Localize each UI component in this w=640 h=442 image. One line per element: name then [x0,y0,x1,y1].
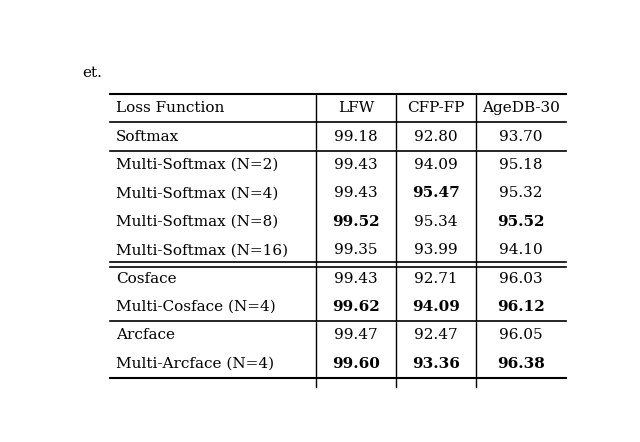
Text: Loss Function: Loss Function [116,101,224,115]
Text: 99.47: 99.47 [334,328,378,343]
Text: 96.05: 96.05 [499,328,543,343]
Text: 93.36: 93.36 [412,357,460,371]
Text: 96.12: 96.12 [497,300,545,314]
Text: 92.80: 92.80 [414,130,458,144]
Text: 94.09: 94.09 [412,300,460,314]
Text: Multi-Arcface (N=4): Multi-Arcface (N=4) [116,357,274,371]
Text: 99.43: 99.43 [334,158,378,172]
Text: 99.35: 99.35 [334,243,378,257]
Text: 96.38: 96.38 [497,357,545,371]
Text: 95.32: 95.32 [499,187,543,200]
Text: AgeDB-30: AgeDB-30 [482,101,560,115]
Text: 94.09: 94.09 [414,158,458,172]
Text: Multi-Softmax (N=4): Multi-Softmax (N=4) [116,187,278,200]
Text: 94.10: 94.10 [499,243,543,257]
Text: Cosface: Cosface [116,271,177,286]
Text: 92.71: 92.71 [414,271,458,286]
Text: 93.99: 93.99 [414,243,458,257]
Text: Multi-Cosface (N=4): Multi-Cosface (N=4) [116,300,275,314]
Text: LFW: LFW [338,101,374,115]
Text: 92.47: 92.47 [414,328,458,343]
Text: 95.47: 95.47 [412,187,460,200]
Text: Arcface: Arcface [116,328,175,343]
Text: 99.62: 99.62 [332,300,380,314]
Text: Multi-Softmax (N=8): Multi-Softmax (N=8) [116,215,278,229]
Text: 99.43: 99.43 [334,271,378,286]
Text: 99.52: 99.52 [332,215,380,229]
Text: 95.34: 95.34 [414,215,458,229]
Text: 95.52: 95.52 [497,215,545,229]
Text: 99.60: 99.60 [332,357,380,371]
Text: et.: et. [83,66,102,80]
Text: 95.18: 95.18 [499,158,543,172]
Text: 99.18: 99.18 [334,130,378,144]
Text: Multi-Softmax (N=2): Multi-Softmax (N=2) [116,158,278,172]
Text: 93.70: 93.70 [499,130,543,144]
Text: 96.03: 96.03 [499,271,543,286]
Text: 99.43: 99.43 [334,187,378,200]
Text: CFP-FP: CFP-FP [407,101,465,115]
Text: Softmax: Softmax [116,130,179,144]
Text: Multi-Softmax (N=16): Multi-Softmax (N=16) [116,243,288,257]
